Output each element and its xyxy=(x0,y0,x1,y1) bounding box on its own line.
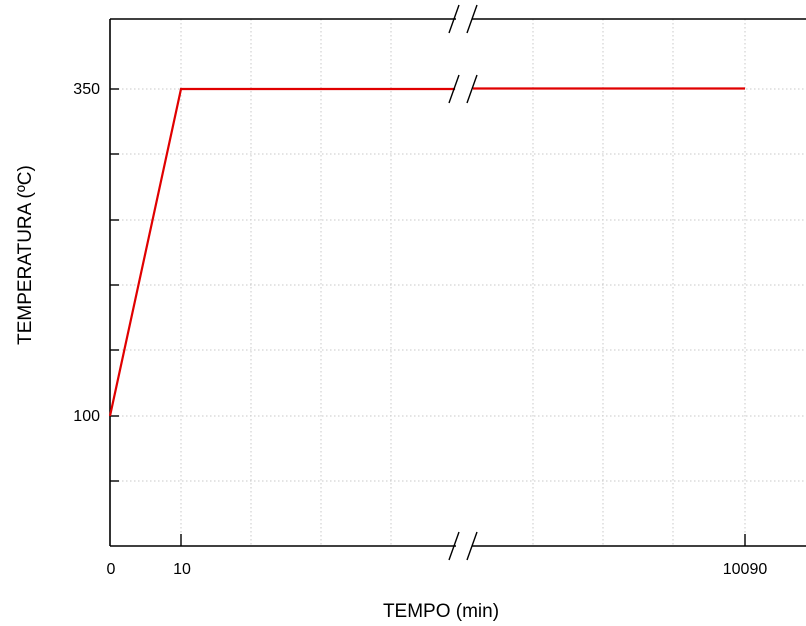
break-slash-right-bottom xyxy=(466,531,478,561)
x-tick-label-10090: 10090 xyxy=(723,561,768,578)
axis-break-marks xyxy=(448,4,478,561)
y-tick-label-350: 350 xyxy=(73,81,100,98)
break-slash-left-bottom xyxy=(448,531,460,561)
x-tick-label-10: 10 xyxy=(173,561,191,578)
y-axis-ticks xyxy=(110,88,119,482)
x-axis-ticks xyxy=(180,534,746,546)
break-gap-top xyxy=(456,5,472,33)
series-layer xyxy=(108,87,746,417)
x-tick-label-0: 0 xyxy=(107,561,116,578)
break-slash-left-series xyxy=(448,74,460,104)
grid-lines xyxy=(110,19,806,546)
break-slash-right-series xyxy=(466,74,478,104)
break-gap-series xyxy=(456,75,472,103)
series-line-segment-1 xyxy=(108,87,455,417)
x-axis-title: TEMPO (min) xyxy=(383,601,499,622)
break-gap-bottom xyxy=(456,532,472,560)
y-axis-title: TEMPERATURA (ºC) xyxy=(15,165,36,345)
break-slash-left-top xyxy=(448,4,460,34)
break-slash-right-top xyxy=(466,4,478,34)
y-tick-label-100: 100 xyxy=(73,408,100,425)
